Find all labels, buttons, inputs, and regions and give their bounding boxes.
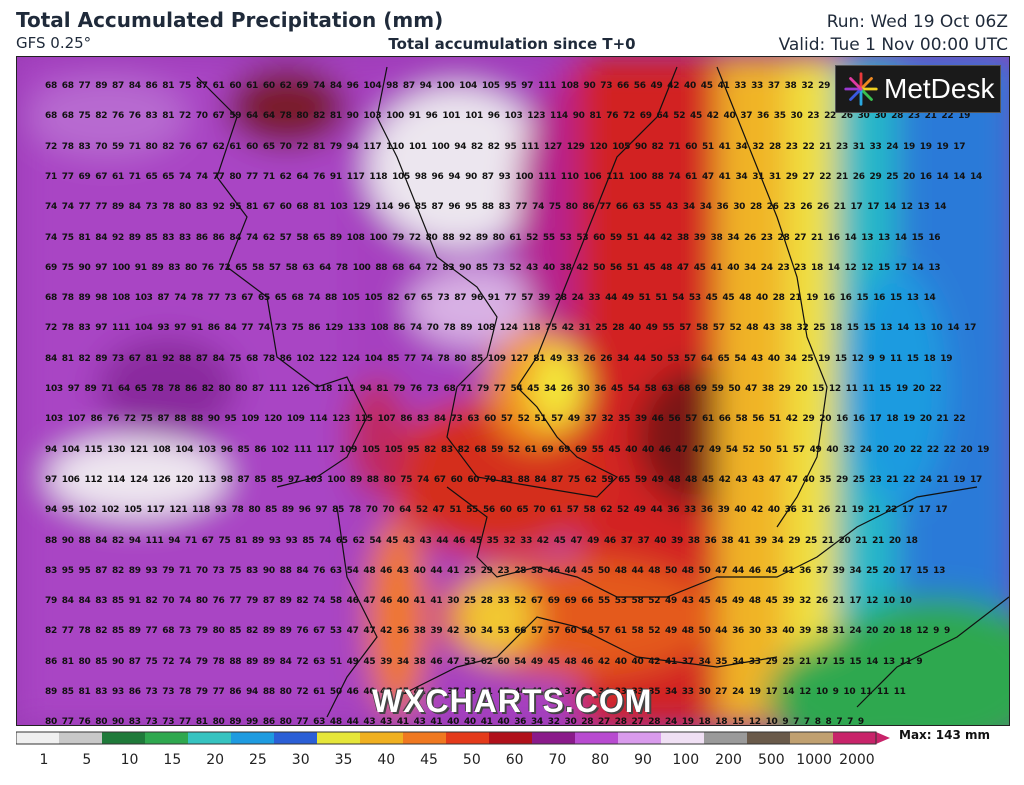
legend-label: 200	[715, 752, 742, 768]
legend-label: 70	[548, 752, 567, 768]
legend-label: 80	[591, 752, 610, 768]
chart-subtitle: Total accumulation since T+0	[388, 35, 636, 53]
precipitation-map[interactable]: 68 68 77 89 87 84 86 81 75 87 61 60 61 6…	[16, 56, 1010, 726]
grid-row: 79 84 84 83 85 91 82 70 74 80 76 77 79 8…	[45, 596, 912, 607]
grid-row: 88 90 88 84 82 94 111 94 71 67 75 81 89 …	[45, 535, 918, 546]
legend-swatch	[59, 732, 103, 744]
grid-row: 68 78 89 98 108 103 87 74 78 77 73 67 65…	[45, 293, 936, 304]
metdesk-logo: MetDesk	[835, 65, 1001, 113]
legend-label: 100	[672, 752, 700, 768]
color-legend: 1 5 10 15 20 25 30 35 40 45 50 60 70 80 90 100 200 500 100…	[15, 728, 1008, 778]
legend-label: 1000	[796, 752, 832, 768]
grid-row: 68 68 77 89 87 84 86 81 75 87 61 60 61 6…	[45, 81, 831, 91]
legend-swatch	[833, 732, 877, 744]
grid-row: 68 68 75 82 76 76 83 81 72 70 67 59 64 6…	[45, 111, 971, 122]
legend-label: 10	[120, 752, 139, 768]
legend-swatch	[790, 732, 834, 744]
legend-label: 60	[505, 752, 524, 768]
watermark: WXCHARTS.COM	[372, 683, 653, 719]
legend-swatch	[747, 732, 791, 744]
grid-row: 103 97 89 71 64 65 78 78 86 82 80 80 87 …	[45, 384, 942, 394]
grid-row: 74 75 81 84 92 89 85 83 83 86 86 84 74 6…	[45, 232, 941, 243]
legend-swatch	[704, 732, 748, 744]
legend-swatch	[403, 732, 447, 744]
legend-label: 5	[82, 752, 92, 768]
legend-label: 25	[249, 752, 267, 768]
legend-label: 15	[163, 752, 182, 768]
legend-swatch	[16, 732, 60, 744]
grid-row: 86 81 80 85 90 87 75 72 74 79 78 88 89 8…	[45, 656, 923, 667]
run-time: Run: Wed 19 Oct 06Z	[826, 12, 1008, 32]
legend-label: 2000	[839, 752, 875, 768]
legend-label: 35	[334, 752, 353, 768]
legend-swatch	[145, 732, 189, 744]
legend-swatch	[489, 732, 533, 744]
legend-swatch	[532, 732, 576, 744]
legend-swatch	[231, 732, 275, 744]
grid-row: 89 85 81 83 93 86 73 73 78 79 77 86 94 8…	[45, 687, 906, 697]
grid-row: 80 77 76 80 90 83 73 73 77 81 80 89 99 8…	[45, 717, 864, 726]
grid-row: 72 78 83 97 111 104 93 97 91 86 84 77 74…	[45, 323, 977, 334]
legend-swatch	[661, 732, 705, 744]
grid-row: 103 107 86 76 72 75 87 88 88 90 95 109 1…	[45, 414, 966, 425]
grid-row: 82 77 78 82 85 89 77 68 73 79 80 85 82 8…	[45, 626, 950, 637]
precipitation-field	[17, 57, 1009, 725]
legend-colorbar	[15, 731, 890, 745]
grid-row: 94 95 102 102 105 117 121 118 93 78 80 8…	[45, 505, 948, 516]
metdesk-sun-icon	[844, 72, 878, 106]
grid-row: 72 78 83 70 59 71 80 82 76 67 62 61 60 6…	[45, 141, 966, 152]
grid-row: 74 74 77 77 89 84 73 78 80 83 92 95 81 6…	[45, 202, 947, 213]
legend-label: 30	[291, 752, 310, 768]
value-grid: 68 68 77 89 87 84 86 81 75 87 61 60 61 6…	[17, 57, 1009, 725]
grid-row: 97 106 112 114 124 126 120 113 98 87 85 …	[45, 474, 982, 485]
legend-label: 20	[206, 752, 225, 768]
coastlines	[196, 66, 1009, 718]
legend-label: 90	[634, 752, 652, 768]
legend-label: 40	[377, 752, 396, 768]
grid-row: 69 75 90 97 100 91 89 83 80 76 72 65 58 …	[45, 262, 941, 273]
legend-swatch	[274, 732, 318, 744]
logo-text: MetDesk	[884, 73, 995, 104]
legend-swatch	[102, 732, 146, 744]
legend-swatch	[618, 732, 662, 744]
legend-arrow	[876, 732, 890, 744]
legend-label: 1	[39, 752, 49, 768]
grid-row: 84 81 82 89 73 67 81 92 88 87 84 75 68 7…	[45, 353, 953, 364]
legend-swatch	[575, 732, 619, 744]
legend-swatch	[188, 732, 232, 744]
model-label: GFS 0.25°	[16, 34, 92, 52]
legend-outline	[15, 731, 877, 745]
legend-label: 500	[757, 752, 785, 768]
grid-row: 71 77 69 67 61 71 65 65 74 74 77 80 77 7…	[45, 171, 982, 182]
grid-row: 83 95 95 87 82 89 93 79 71 70 73 75 83 9…	[45, 565, 946, 576]
legend-swatch	[360, 732, 404, 744]
grid-row: 94 104 115 130 121 108 104 103 96 85 86 …	[45, 444, 990, 455]
legend-label: 45	[420, 752, 438, 768]
chart-title: Total Accumulated Precipitation (mm)	[16, 8, 444, 32]
legend-swatch	[317, 732, 361, 744]
valid-time: Valid: Tue 1 Nov 00:00 UTC	[778, 35, 1008, 55]
legend-swatch	[446, 732, 490, 744]
max-label: Max: 143 mm	[899, 728, 990, 742]
legend-label: 50	[462, 752, 481, 768]
